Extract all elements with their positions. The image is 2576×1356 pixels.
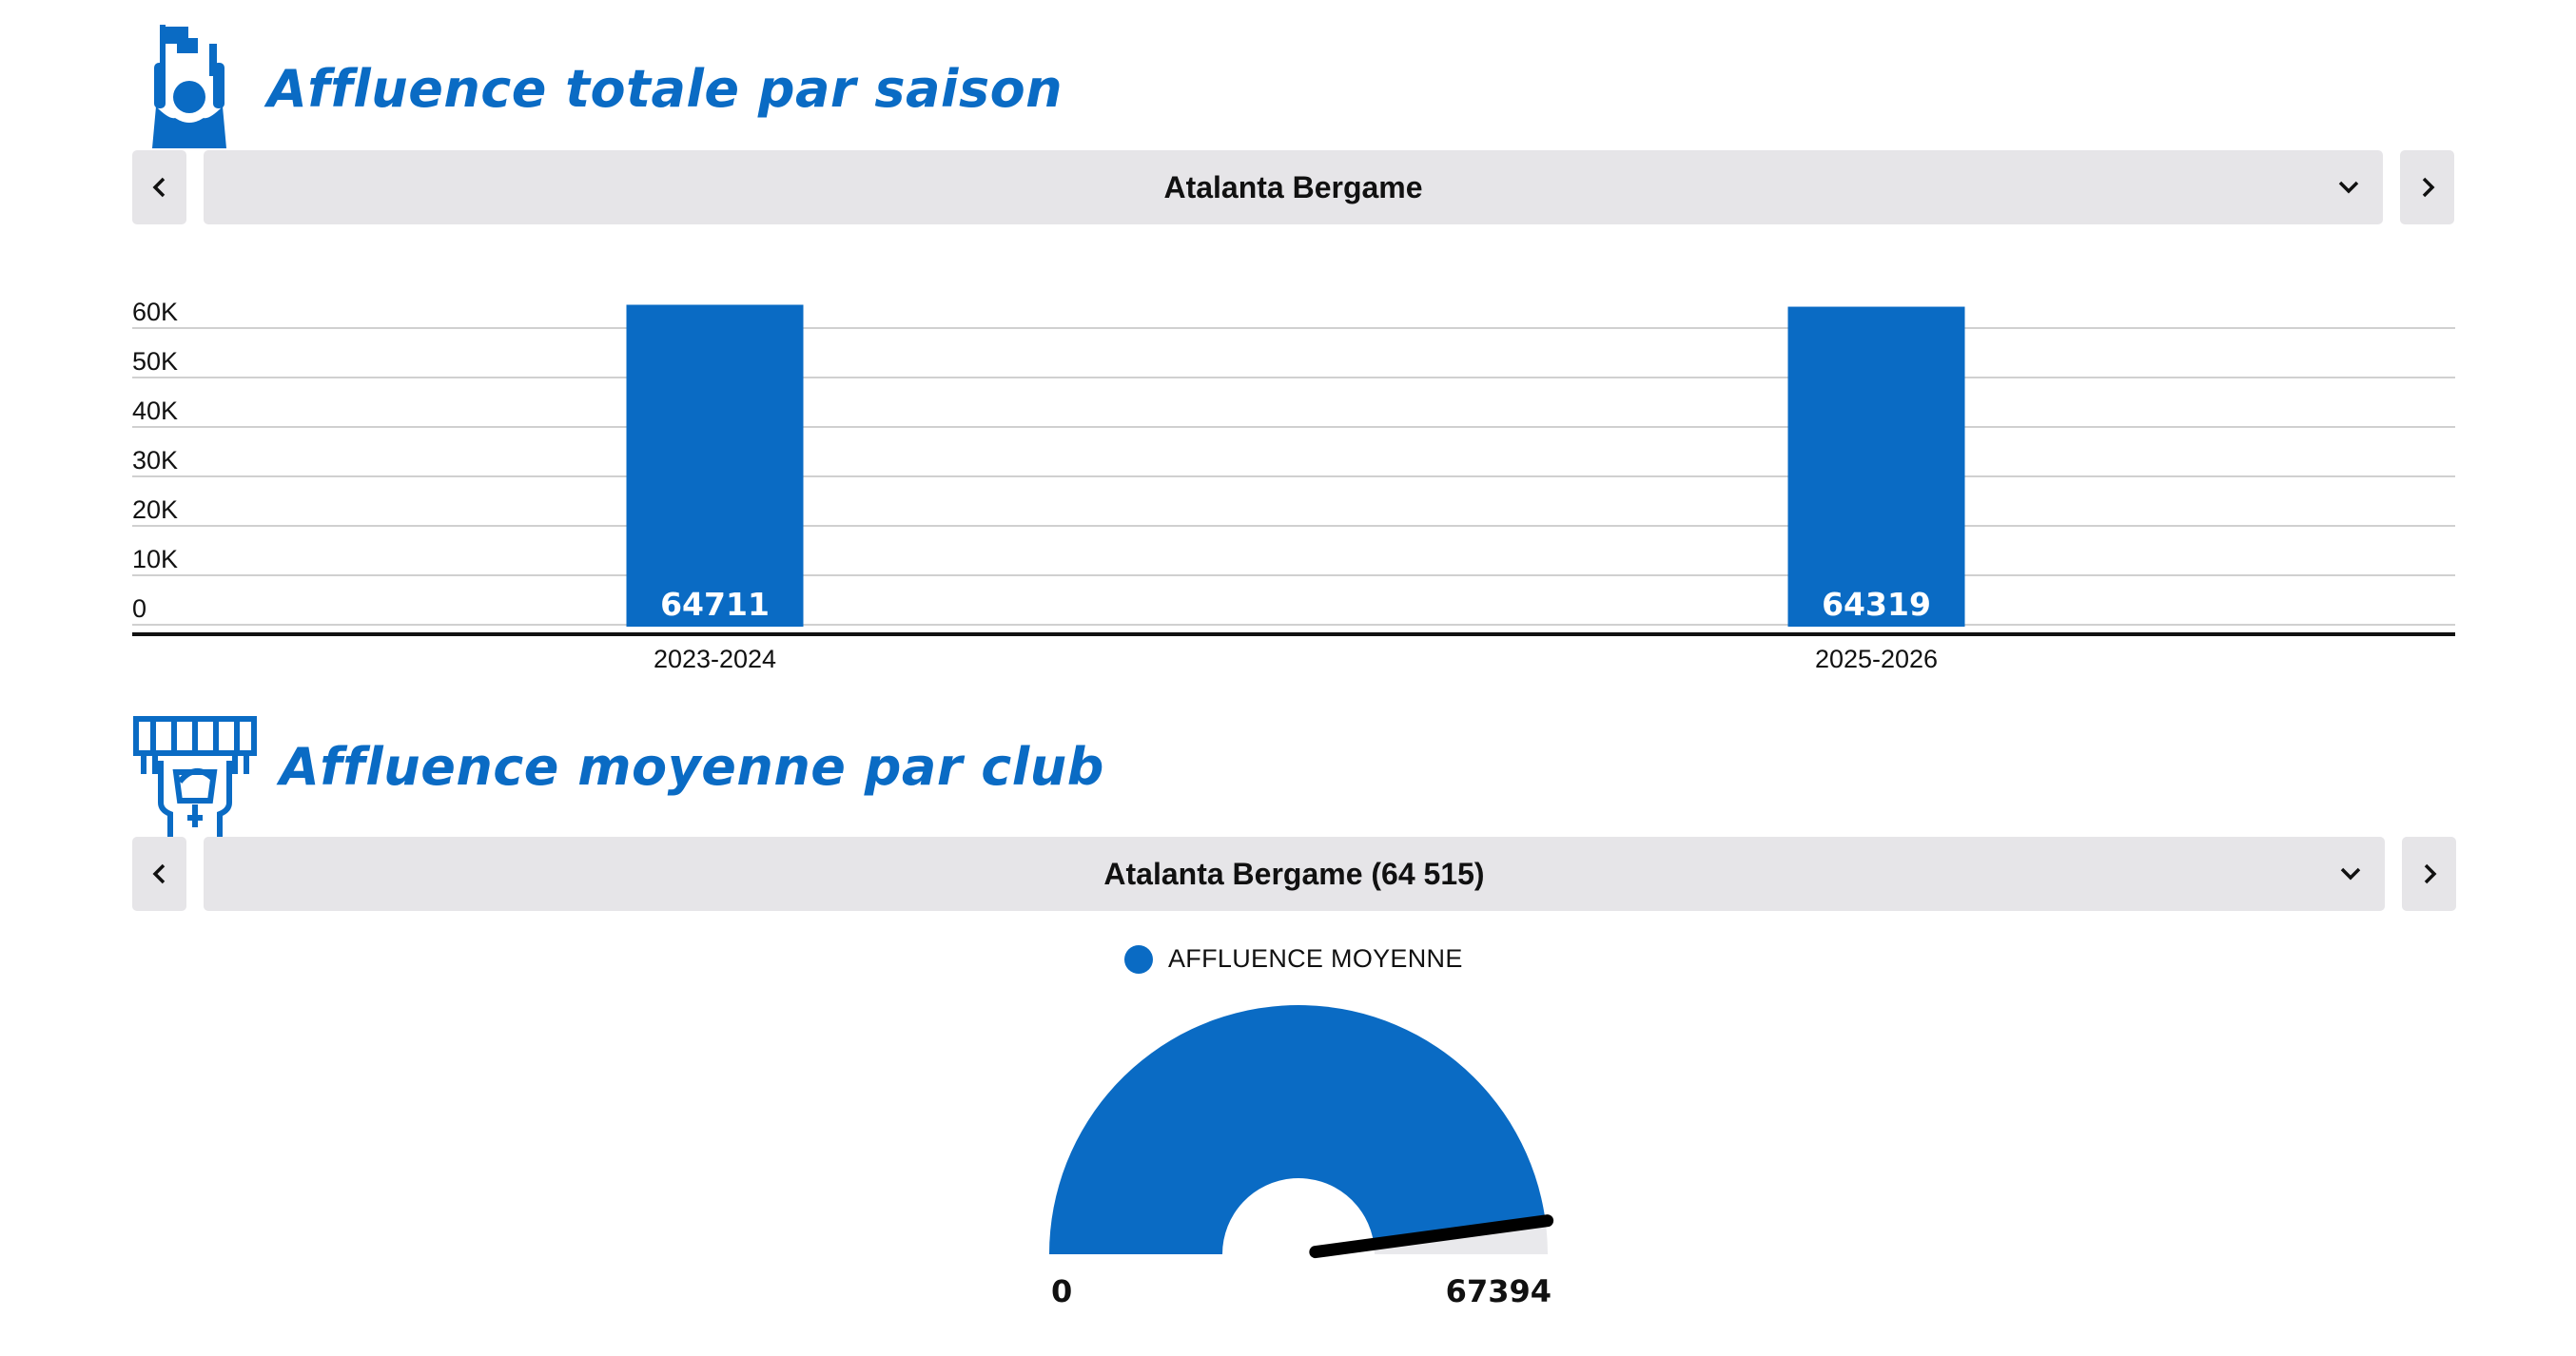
bar[interactable] (1787, 306, 1965, 627)
club-selector-average: Atalanta Bergame (64 515) (132, 837, 2456, 911)
x-tick-label: 2023-2024 (654, 645, 776, 673)
chevron-right-icon (2424, 863, 2436, 884)
club-dropdown-value: Atalanta Bergame (1163, 169, 1423, 204)
legend-swatch (1124, 944, 1153, 974)
gauge-legend: AFFLUENCE MOYENNE (1124, 944, 1463, 974)
legend-label: AFFLUENCE MOYENNE (1168, 944, 1463, 973)
next-club-button[interactable] (2400, 150, 2454, 224)
bar[interactable] (626, 304, 804, 627)
y-tick-label: 60K (132, 298, 178, 326)
x-tick-label: 2025-2026 (1815, 645, 1938, 673)
bar-data-label: 64711 (660, 586, 770, 623)
y-tick-label: 30K (132, 446, 178, 475)
club-dropdown-average-value: Atalanta Bergame (64 515) (1103, 856, 1485, 891)
y-tick-label: 0 (132, 594, 146, 623)
gauge-max-label: 67394 (1446, 1273, 1551, 1309)
supporter-scarf-icon (133, 716, 257, 839)
chevron-left-icon (152, 863, 165, 884)
prev-club-button-average[interactable] (132, 837, 186, 911)
chevron-down-icon (2340, 867, 2361, 881)
chevron-left-icon (152, 177, 165, 198)
club-selector-total: Atalanta Bergame (132, 150, 2454, 224)
total-attendance-bar-chart: 0 10K 20K 30K 40K 50K 60K 64711 2023-2024 64319 20… (132, 298, 2455, 673)
prev-club-button[interactable] (132, 150, 186, 224)
average-attendance-gauge: 0 67394 (1049, 1005, 1554, 1309)
y-tick-label: 10K (132, 545, 178, 573)
y-tick-label: 40K (132, 397, 178, 425)
gauge-needle (1309, 1214, 1554, 1259)
y-tick-label: 20K (132, 495, 178, 524)
gauge-value-arc[interactable] (1049, 1005, 1546, 1254)
gauge-min-label: 0 (1051, 1273, 1072, 1309)
fan-flag-icon (152, 25, 226, 148)
section-title-total: Affluence totale par saison (267, 59, 1064, 119)
club-dropdown-total[interactable]: Atalanta Bergame (204, 150, 2383, 224)
next-club-button-average[interactable] (2402, 837, 2456, 911)
y-tick-label: 50K (132, 347, 178, 376)
club-dropdown-average[interactable]: Atalanta Bergame (64 515) (204, 837, 2385, 911)
chevron-right-icon (2422, 177, 2434, 198)
section-title-average: Affluence moyenne par club (280, 737, 1104, 797)
bar-data-label: 64319 (1822, 586, 1931, 623)
chevron-down-icon (2338, 181, 2359, 194)
